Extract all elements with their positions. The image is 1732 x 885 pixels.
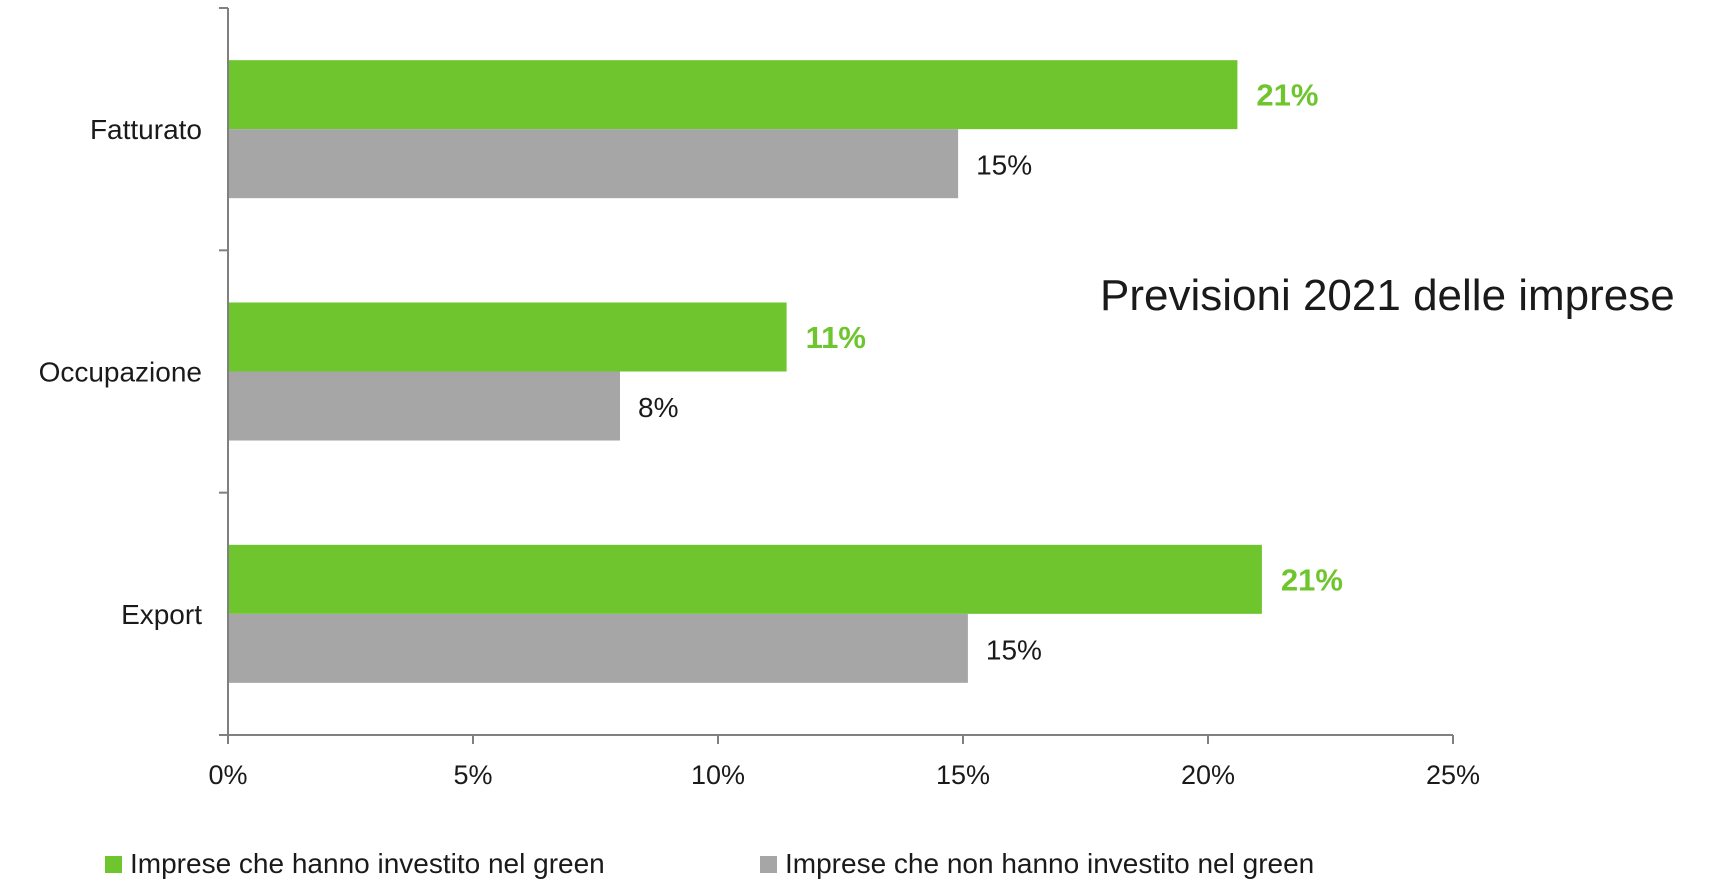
bar-green-investors xyxy=(229,544,1262,614)
data-label: 11% xyxy=(806,320,866,355)
data-label: 21% xyxy=(1281,562,1343,597)
bar-non-investors xyxy=(229,613,968,683)
data-label: 15% xyxy=(976,150,1032,181)
legend-swatch xyxy=(105,856,122,873)
data-label: 15% xyxy=(986,634,1042,665)
bars-group: 21% 15% 11% 8% 21% 15% xyxy=(229,60,1343,683)
category-label: Occupazione xyxy=(39,357,202,388)
category-label: Export xyxy=(121,599,202,630)
legend-label: Imprese che non hanno investito nel gree… xyxy=(785,848,1314,879)
data-label: 21% xyxy=(1256,78,1318,113)
bar-green-investors xyxy=(229,60,1238,130)
bar-non-investors xyxy=(229,371,620,441)
category-label: Fatturato xyxy=(90,114,202,145)
x-tick-label: 15% xyxy=(936,760,990,790)
chart-title: Previsioni 2021 delle imprese xyxy=(1100,271,1675,320)
legend-label: Imprese che hanno investito nel green xyxy=(130,848,605,879)
x-tick-label: 25% xyxy=(1426,760,1480,790)
axes-group: 0% 5% 10% 15% 20% 25% Fatturato Occupazione Expo… xyxy=(39,7,1480,790)
legend: Imprese che hanno investito nel green Imp… xyxy=(105,848,1314,879)
x-tick-label: 0% xyxy=(208,760,247,790)
bar-non-investors xyxy=(229,129,959,199)
data-label: 8% xyxy=(638,392,678,423)
bar-green-investors xyxy=(229,302,787,372)
x-tick-label: 10% xyxy=(691,760,745,790)
legend-swatch xyxy=(760,856,777,873)
x-tick-label: 5% xyxy=(453,760,492,790)
x-tick-label: 20% xyxy=(1181,760,1235,790)
